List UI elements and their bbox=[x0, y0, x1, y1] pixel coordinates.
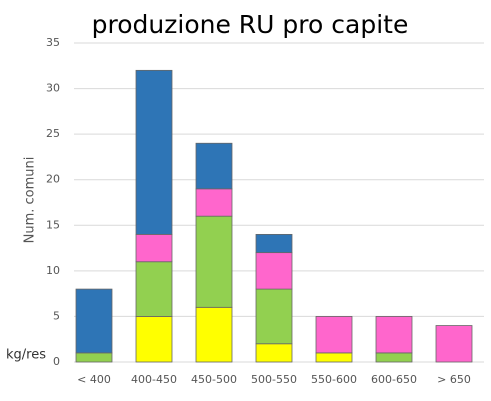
bar-segment bbox=[255, 252, 293, 290]
x-tick-label: 550-600 bbox=[311, 373, 357, 386]
bar-segment bbox=[315, 316, 353, 354]
bar-segment bbox=[135, 69, 173, 235]
x-tick-label: 600-650 bbox=[371, 373, 417, 386]
bar-segment bbox=[195, 215, 233, 308]
bar-segment bbox=[435, 325, 473, 363]
y-tick-label: 5 bbox=[53, 309, 60, 322]
x-tick-label: > 650 bbox=[437, 373, 471, 386]
bar-segment bbox=[75, 288, 113, 354]
bar-segment bbox=[195, 188, 233, 217]
y-tick-label: 0 bbox=[53, 355, 60, 368]
y-tick-label: 10 bbox=[46, 264, 60, 277]
y-tick-label: 15 bbox=[46, 218, 60, 231]
x-tick-label: 450-500 bbox=[191, 373, 237, 386]
bar-segment bbox=[75, 352, 113, 363]
bar-segment bbox=[195, 142, 233, 190]
bar-segment bbox=[315, 352, 353, 363]
y-tick-label: 20 bbox=[46, 173, 60, 186]
bar-segment bbox=[135, 261, 173, 317]
x-axis-label: kg/res bbox=[6, 348, 46, 363]
bar-segment bbox=[375, 316, 413, 354]
y-tick-label: 25 bbox=[46, 127, 60, 140]
bar-segment bbox=[255, 343, 293, 363]
bar-segment bbox=[255, 288, 293, 345]
x-tick-label: 500-550 bbox=[251, 373, 297, 386]
y-tick-label: 30 bbox=[46, 82, 60, 95]
bar-segment bbox=[135, 233, 173, 263]
chart-title: produzione RU pro capite bbox=[92, 10, 409, 39]
y-tick-label: 35 bbox=[46, 36, 60, 49]
y-axis-label: Num. comuni bbox=[23, 157, 38, 244]
bar-segment bbox=[195, 306, 233, 363]
bar-segment bbox=[375, 352, 413, 363]
x-tick-label: 400-450 bbox=[131, 373, 177, 386]
x-tick-label: < 400 bbox=[77, 373, 111, 386]
bar-segment bbox=[255, 233, 293, 254]
bar-segment bbox=[135, 316, 173, 363]
